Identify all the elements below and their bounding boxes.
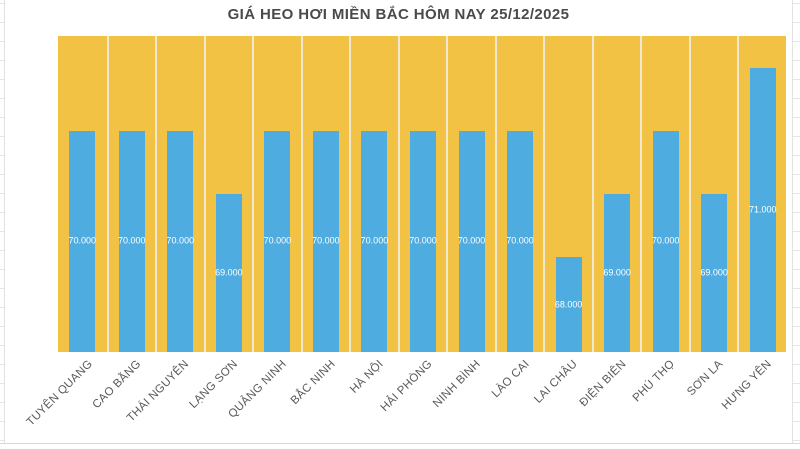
category-label: HƯNG YÊN	[720, 358, 775, 413]
value-label: 69.000	[215, 267, 243, 278]
bar-column: 70.000	[58, 36, 107, 352]
value-label: 70.000	[457, 235, 486, 246]
value-bar: 71.000	[748, 67, 777, 352]
value-label: 70.000	[166, 235, 195, 246]
value-label: 70.000	[263, 235, 292, 246]
spreadsheet-column-line-right	[792, 0, 793, 443]
value-label: 70.000	[118, 235, 146, 246]
category-label: PHÚ THỌ	[630, 358, 678, 405]
value-bar: 70.000	[312, 130, 340, 352]
category-label: LẠNG SƠN	[187, 358, 241, 411]
spreadsheet-column-line-left	[4, 0, 5, 443]
category-label: HÀ NỘI	[348, 358, 386, 396]
value-label: 70.000	[506, 235, 534, 246]
value-bar: 69.000	[603, 194, 631, 352]
category-label: HẢI PHÒNG	[378, 358, 435, 415]
value-bar: 70.000	[506, 130, 534, 352]
value-label: 69.000	[603, 267, 631, 278]
value-label: 70.000	[651, 235, 680, 246]
category-label: SƠN LA	[685, 358, 726, 399]
value-bar: 70.000	[457, 130, 486, 352]
bar-column: 70.000	[640, 36, 689, 352]
bar-column: 69.000	[591, 36, 641, 352]
bar-column: 70.000	[494, 36, 544, 352]
bar-column: 70.000	[397, 36, 447, 352]
bar-column: 69.000	[203, 36, 253, 352]
bar-column: 70.000	[300, 36, 350, 352]
category-label: TUYÊN QUANG	[24, 358, 95, 429]
bar-column: 69.000	[688, 36, 738, 352]
bar-column: 70.000	[106, 36, 156, 352]
spreadsheet-gridlines-left	[0, 0, 4, 443]
category-label: LÀO CAI	[489, 358, 532, 401]
category-label: CAO BẰNG	[90, 358, 144, 412]
bar-column: 71.000	[737, 36, 786, 352]
value-bar: 70.000	[651, 130, 680, 352]
category-label: LAI CHÂU	[532, 358, 581, 406]
spreadsheet-gridlines-right	[793, 0, 800, 443]
bar-column: 70.000	[155, 36, 204, 352]
chart-title: GIÁ HEO HƠI MIỀN BẮC HÔM NAY 25/12/2025	[227, 6, 570, 23]
bar-column: 70.000	[446, 36, 495, 352]
value-bar: 70.000	[263, 130, 292, 352]
category-label: NINH BÌNH	[431, 358, 484, 410]
value-bar: 69.000	[215, 194, 243, 352]
value-label: 70.000	[68, 235, 97, 246]
value-bar: 70.000	[166, 130, 195, 352]
value-bar: 70.000	[360, 130, 389, 352]
value-bar: 70.000	[409, 130, 437, 352]
value-label: 70.000	[360, 235, 389, 246]
category-label: ĐIỆN BIÊN	[577, 358, 629, 410]
value-label: 69.000	[700, 267, 728, 278]
value-label: 70.000	[312, 235, 340, 246]
chart-bottom-border	[0, 443, 800, 444]
category-label: BẮC NINH	[288, 358, 338, 408]
bar-column: 68.000	[543, 36, 592, 352]
bar-column: 70.000	[349, 36, 398, 352]
value-label: 68.000	[554, 299, 583, 310]
value-bar: 69.000	[700, 194, 728, 352]
value-bar: 70.000	[68, 130, 97, 352]
value-label: 70.000	[409, 235, 437, 246]
bar-column: 70.000	[252, 36, 301, 352]
value-bar: 68.000	[554, 257, 583, 352]
value-label: 71.000	[748, 204, 777, 215]
value-bar: 70.000	[118, 130, 146, 352]
